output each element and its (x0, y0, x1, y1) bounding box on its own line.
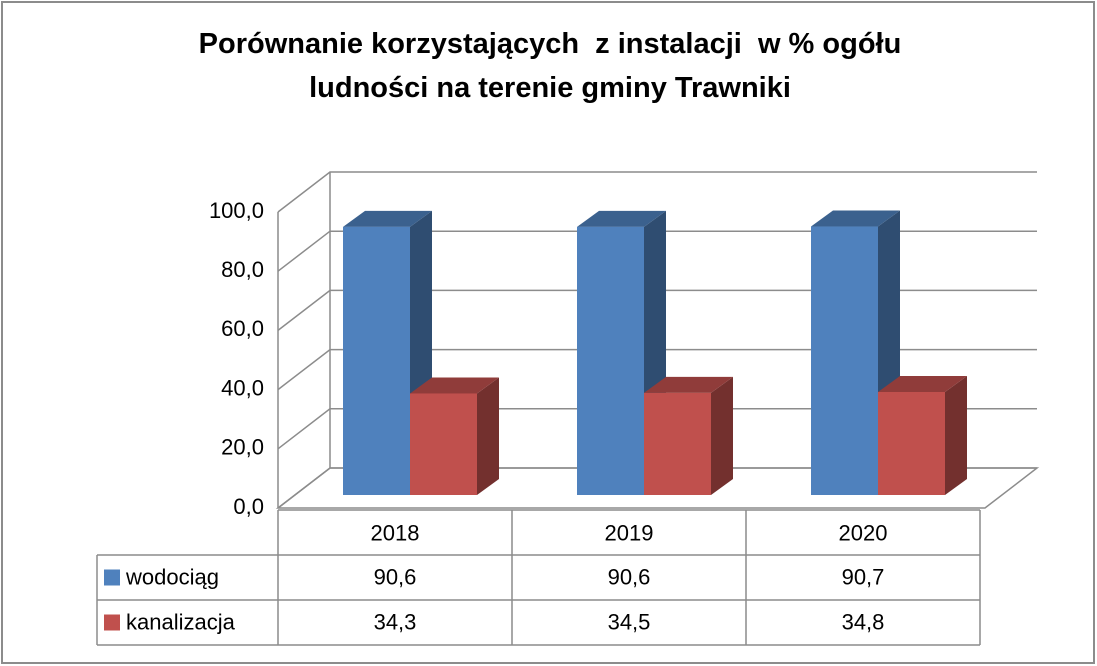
bar-side (945, 375, 967, 495)
bar (644, 376, 733, 495)
data-table-value: 34,3 (374, 609, 417, 634)
x-tick-label: 2019 (605, 520, 654, 545)
y-tick-label: 20,0 (221, 435, 264, 460)
bar (410, 377, 499, 495)
bar-front (410, 393, 477, 495)
bar-front (644, 392, 711, 495)
y-tick-label: 80,0 (221, 257, 264, 282)
x-tick-label: 2020 (839, 520, 888, 545)
data-table-value: 90,6 (608, 564, 651, 589)
bar-top (644, 376, 733, 393)
bar-side (711, 376, 733, 495)
data-table-value: 34,5 (608, 609, 651, 634)
grid-line (277, 289, 1037, 331)
grid-line (277, 467, 1037, 509)
grid-line (277, 230, 1037, 272)
y-tick-label: 60,0 (221, 316, 264, 341)
bar-front (577, 226, 644, 495)
bar-side (477, 377, 499, 495)
bar (878, 375, 967, 495)
legend-label: wodociąg (125, 564, 219, 589)
y-tick-label: 0,0 (233, 494, 264, 519)
bar-front (343, 226, 410, 495)
bar-front (811, 226, 878, 495)
grid-line (277, 408, 1037, 450)
bar-top (878, 375, 967, 392)
bar-top (410, 377, 499, 394)
grid-line (277, 348, 1037, 391)
bar-front (878, 391, 945, 495)
legend-swatch (104, 614, 120, 631)
bar-top (811, 210, 900, 227)
data-table-value: 90,7 (842, 564, 885, 589)
bar-top (343, 210, 432, 227)
y-tick-label: 100,0 (209, 198, 264, 223)
y-tick-label: 40,0 (221, 375, 264, 400)
bar-top (577, 210, 666, 227)
x-tick-label: 2018 (371, 520, 420, 545)
data-table-value: 90,6 (374, 564, 417, 589)
data-table-value: 34,8 (842, 609, 885, 634)
legend-swatch (104, 569, 120, 586)
chart-title: Porównanie korzystających z instalacji w… (198, 28, 910, 104)
grid-line (277, 171, 1037, 213)
legend-label: kanalizacja (126, 609, 236, 634)
